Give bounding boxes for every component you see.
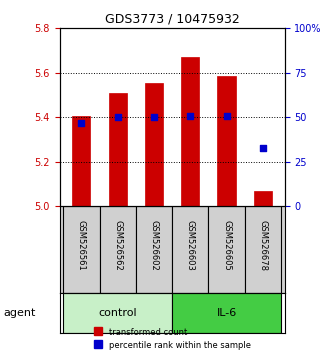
Text: GSM526603: GSM526603 xyxy=(186,220,195,271)
Legend: transformed count, percentile rank within the sample: transformed count, percentile rank withi… xyxy=(90,325,254,353)
Bar xyxy=(145,83,163,206)
Bar xyxy=(254,191,272,206)
Text: control: control xyxy=(98,308,137,318)
FancyBboxPatch shape xyxy=(136,206,172,293)
Text: GSM526561: GSM526561 xyxy=(77,220,86,271)
Point xyxy=(115,114,120,120)
Point xyxy=(151,114,157,120)
Point xyxy=(224,113,229,118)
Text: IL-6: IL-6 xyxy=(216,308,237,318)
Title: GDS3773 / 10475932: GDS3773 / 10475932 xyxy=(105,13,240,26)
FancyBboxPatch shape xyxy=(172,293,281,333)
Text: agent: agent xyxy=(3,308,36,318)
Text: GSM526678: GSM526678 xyxy=(259,220,267,271)
Text: GSM526605: GSM526605 xyxy=(222,220,231,271)
FancyBboxPatch shape xyxy=(245,206,281,293)
FancyBboxPatch shape xyxy=(63,206,100,293)
Text: GSM526562: GSM526562 xyxy=(113,220,122,271)
Bar xyxy=(72,116,90,206)
Point xyxy=(188,113,193,118)
FancyBboxPatch shape xyxy=(209,206,245,293)
Bar xyxy=(217,76,236,206)
FancyBboxPatch shape xyxy=(172,206,209,293)
Point xyxy=(79,120,84,125)
Bar xyxy=(109,93,127,206)
Text: GSM526602: GSM526602 xyxy=(150,220,159,271)
Point xyxy=(260,145,265,150)
FancyBboxPatch shape xyxy=(100,206,136,293)
Bar xyxy=(181,57,199,206)
FancyBboxPatch shape xyxy=(63,293,172,333)
